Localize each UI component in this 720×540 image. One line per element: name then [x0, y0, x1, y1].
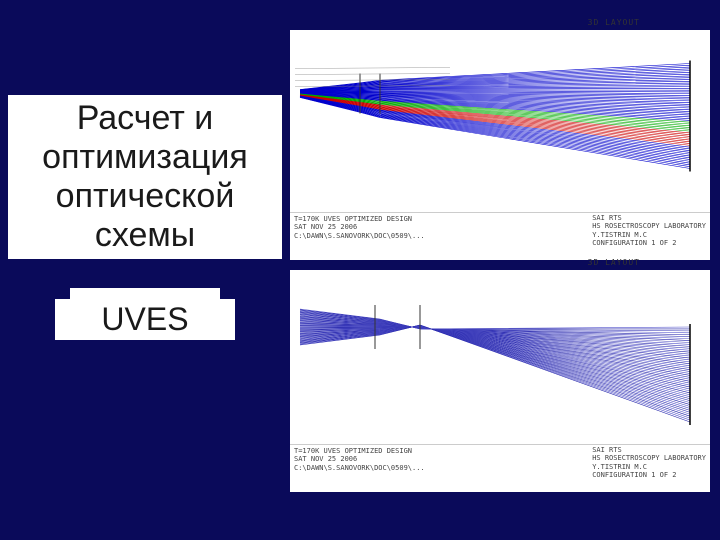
title-line3: оптической — [56, 177, 235, 215]
title-line1: Расчет и — [77, 99, 214, 137]
diagram-panel-top: 3D LAYOUT T=170K UVES OPTIMIZED DESIGN S… — [290, 30, 710, 260]
subtitle: UVES — [55, 299, 235, 340]
layout-label-bottom: 3D LAYOUT — [588, 258, 640, 267]
caption-b-right3: Y.TISTRIN M.C — [592, 463, 706, 471]
ray-trace-bottom — [290, 270, 710, 444]
caption-right2: HS ROSECTROSCOPY LABORATORY — [592, 222, 706, 230]
title-line2: оптимизация — [42, 138, 248, 176]
title-line4: схемы — [95, 216, 195, 254]
caption-b-right4: CONFIGURATION 1 OF 2 — [592, 471, 706, 479]
caption-bottom: T=170K UVES OPTIMIZED DESIGN SAT NOV 25 … — [290, 444, 710, 492]
main-title: Расчет и оптимизация оптической схемы — [8, 95, 282, 259]
caption-b-right2: HS ROSECTROSCOPY LABORATORY — [592, 454, 706, 462]
caption-right1: SAI RTS — [592, 214, 706, 222]
caption-right3: Y.TISTRIN M.C — [592, 231, 706, 239]
caption-b-right1: SAI RTS — [592, 446, 706, 454]
title-block: Расчет и оптимизация оптической схемы UV… — [0, 95, 290, 340]
caption-right4: CONFIGURATION 1 OF 2 — [592, 239, 706, 247]
layout-label-top: 3D LAYOUT — [588, 18, 640, 27]
caption-top: T=170K UVES OPTIMIZED DESIGN SAT NOV 25 … — [290, 212, 710, 260]
diagram-panel-bottom: 3D LAYOUT T=170K UVES OPTIMIZED DESIGN S… — [290, 270, 710, 492]
ray-trace-top — [290, 30, 710, 212]
